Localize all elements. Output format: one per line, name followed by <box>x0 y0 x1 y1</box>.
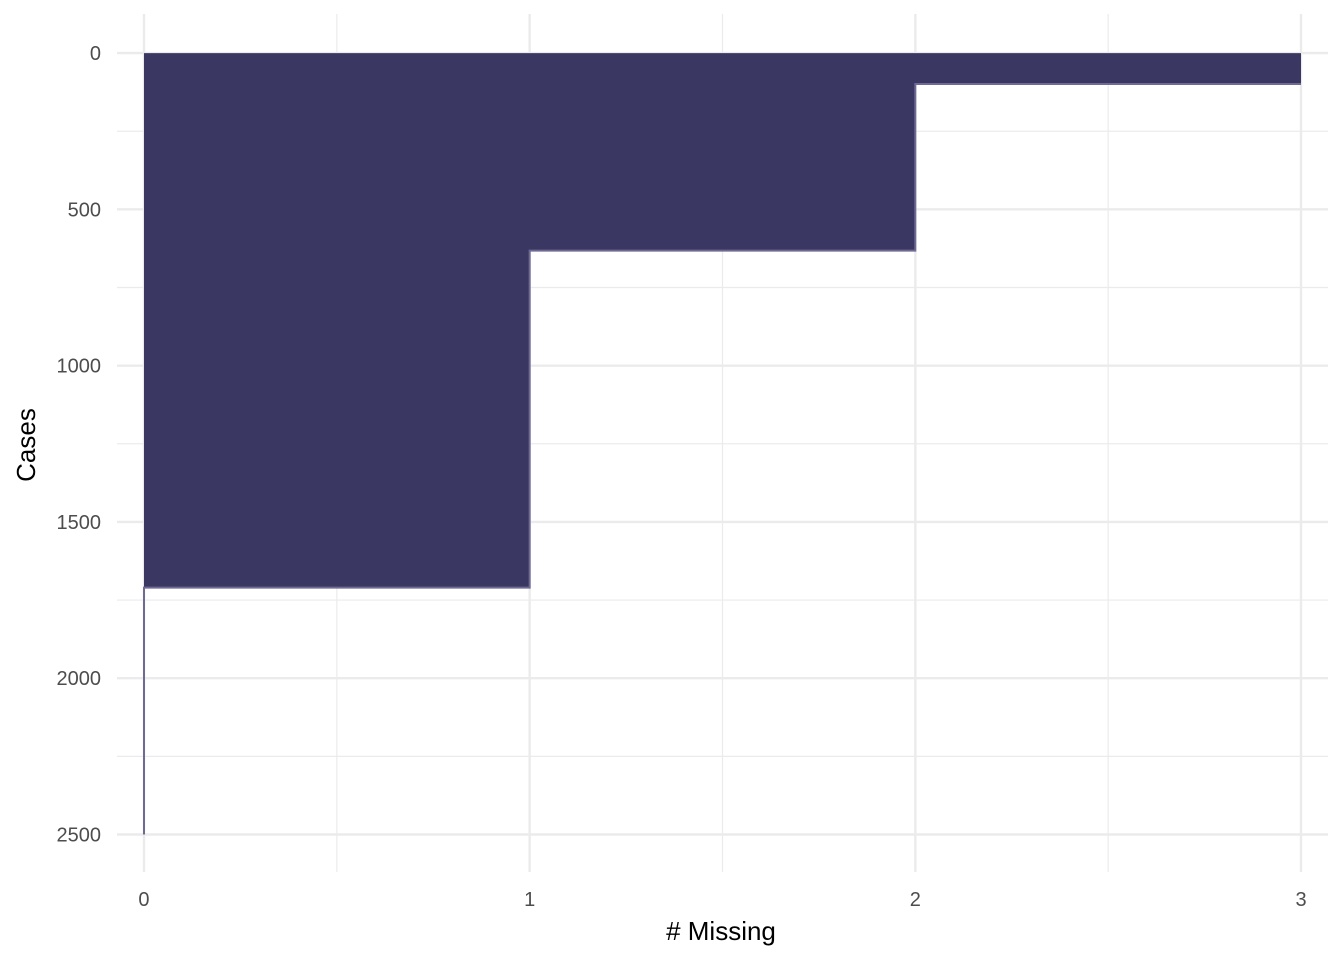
x-tick-label: 2 <box>910 889 921 911</box>
y-tick-labels: 0 500 1000 1500 2000 2500 <box>57 43 102 846</box>
y-axis-label: Cases <box>11 408 41 482</box>
x-tick-label: 3 <box>1295 889 1306 911</box>
x-tick-labels: 0 1 2 3 <box>138 889 1306 911</box>
y-tick-label: 1500 <box>57 512 102 534</box>
marks <box>142 53 1302 835</box>
x-axis-label: # Missing <box>666 916 776 946</box>
y-tick-label: 0 <box>90 43 101 65</box>
x-tick-label: 1 <box>524 889 535 911</box>
y-tick-label: 2000 <box>57 668 102 690</box>
cumulative-area <box>143 53 1302 835</box>
y-tick-label: 1000 <box>57 356 102 378</box>
x-tick-label: 0 <box>138 889 149 911</box>
y-tick-label: 2500 <box>57 824 102 846</box>
cumulative-line <box>142 83 1301 835</box>
y-tick-label: 500 <box>68 199 101 221</box>
